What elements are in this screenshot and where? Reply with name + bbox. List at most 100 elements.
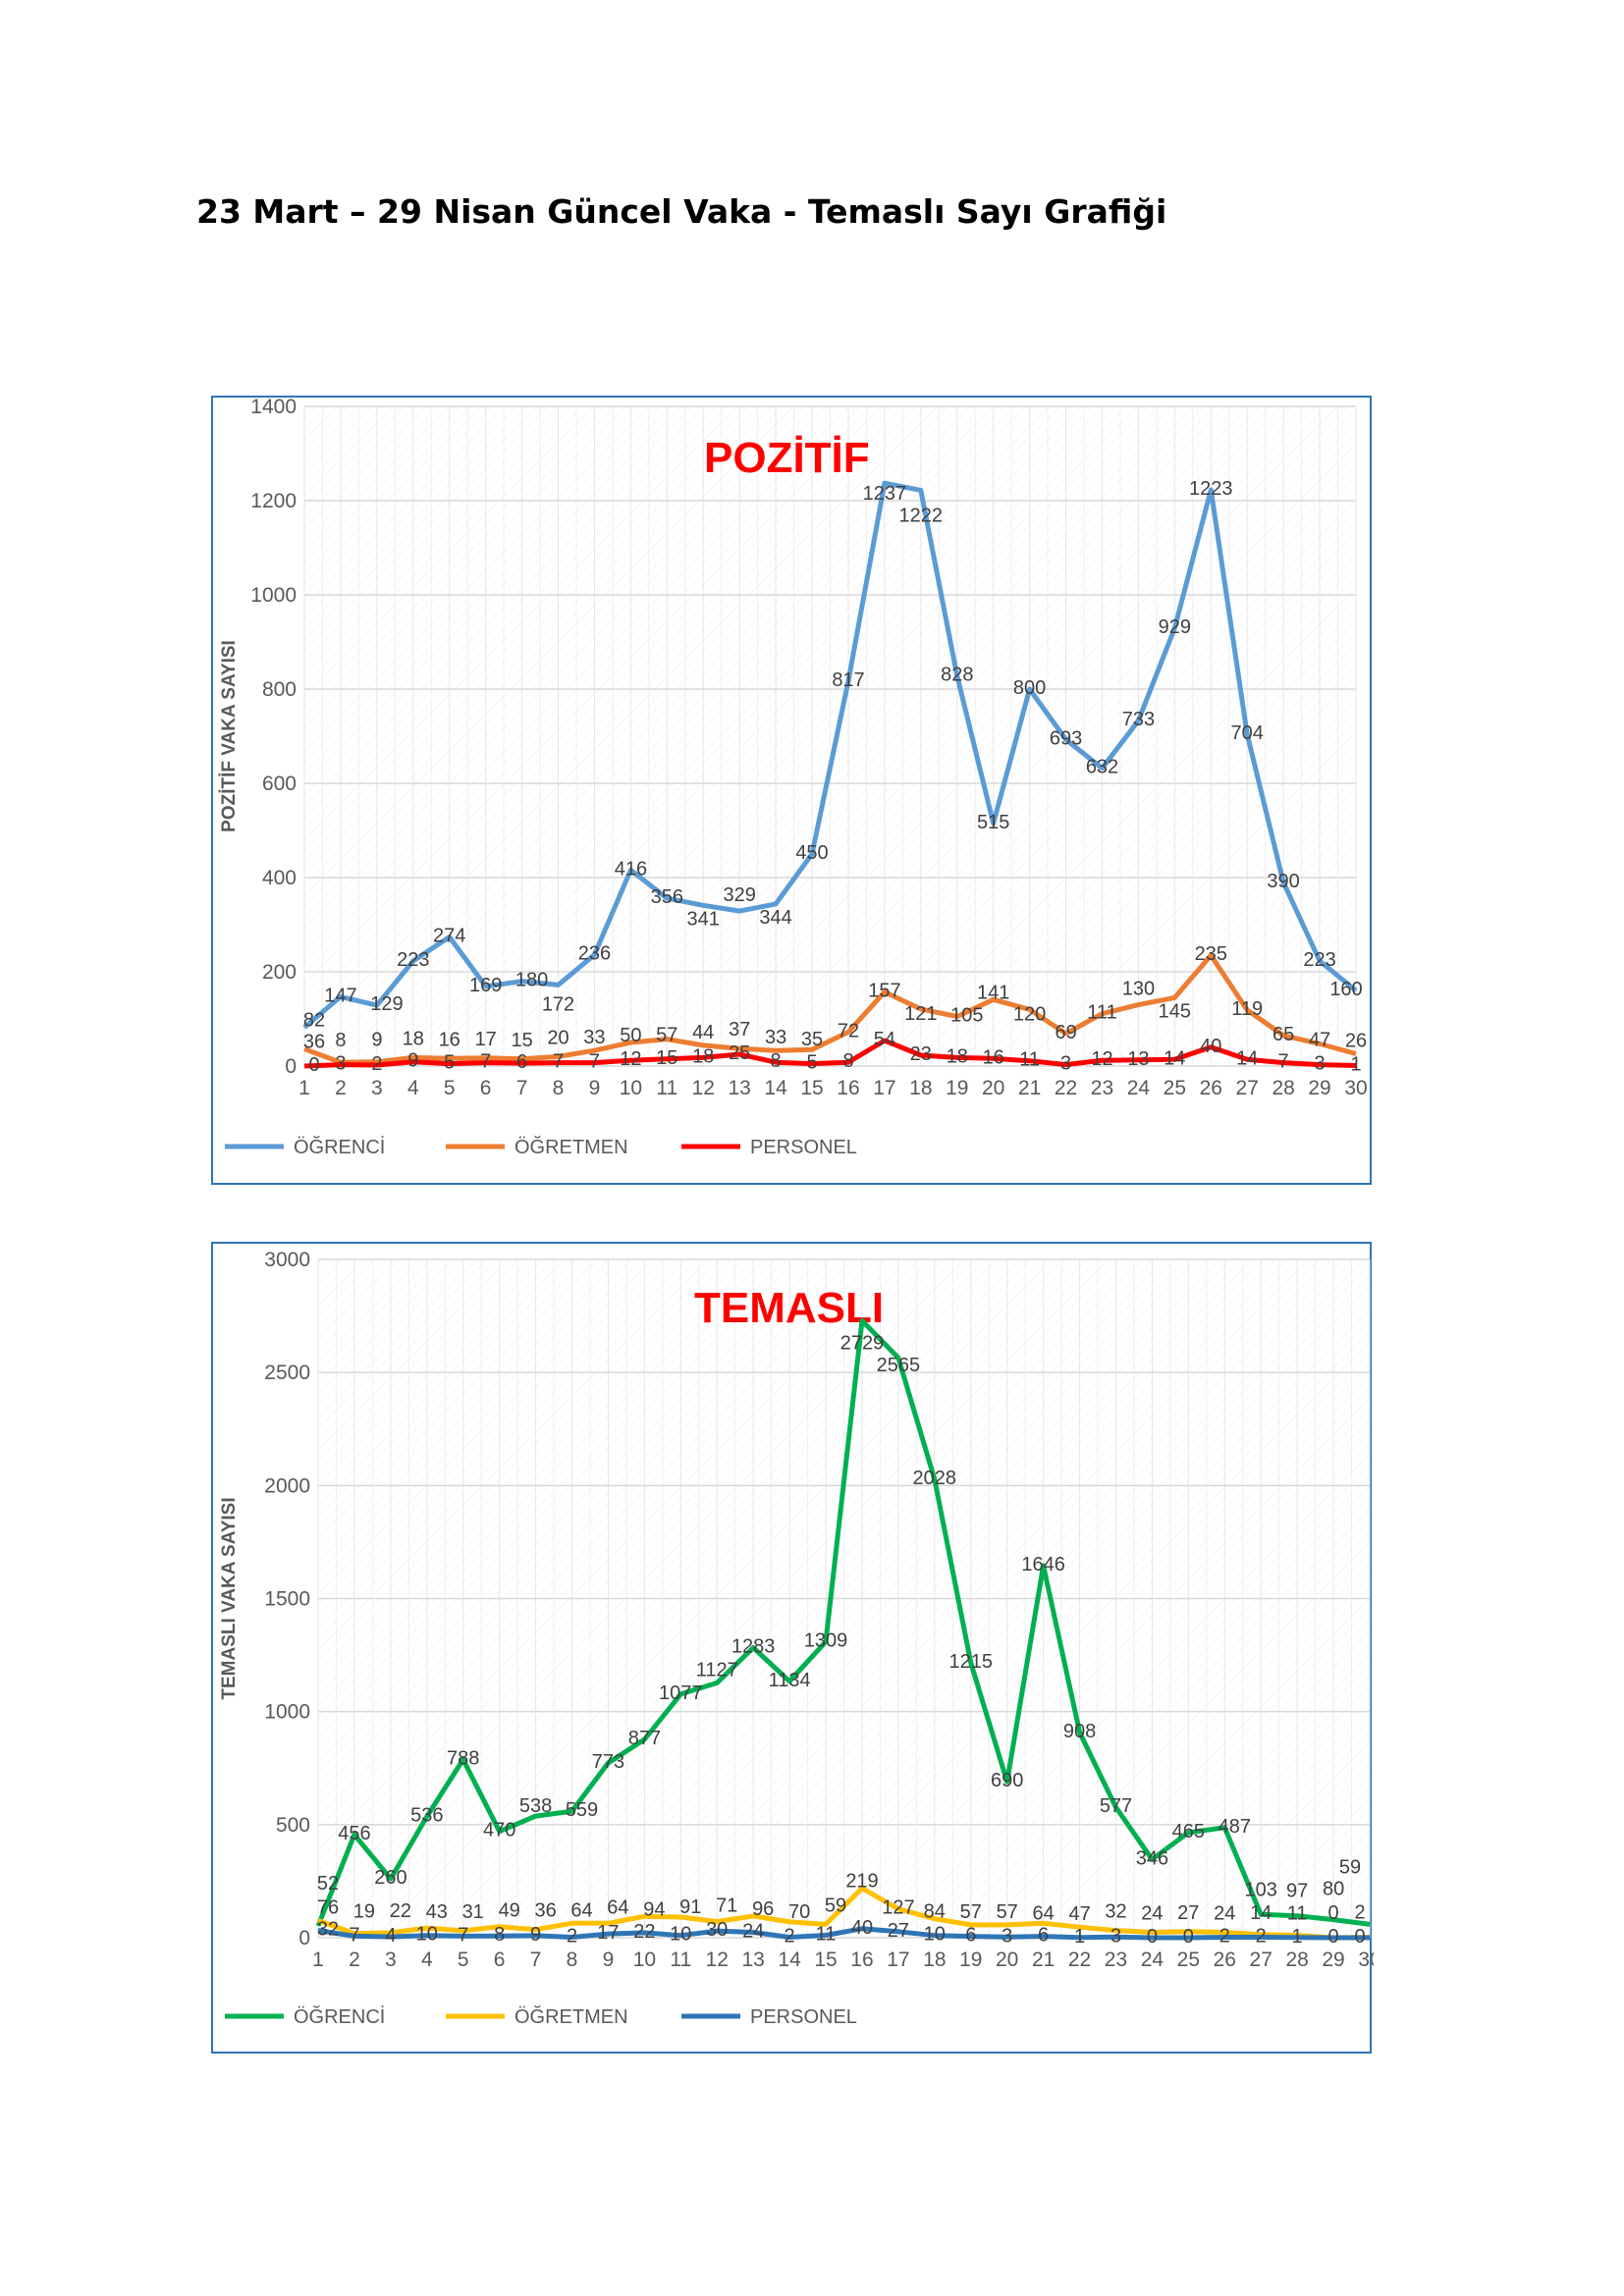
data-label: 64 [1032, 1902, 1054, 1924]
data-label: 2 [1354, 1902, 1365, 1924]
y-tick-label: 800 [262, 678, 297, 701]
data-label: 3 [1110, 1925, 1121, 1947]
legend-label: ÖĞRETMEN [514, 1136, 628, 1158]
data-label: 1283 [731, 1636, 776, 1658]
data-label: 9 [407, 1050, 418, 1072]
data-label: 2729 [840, 1332, 885, 1354]
x-tick-label: 21 [1018, 1077, 1041, 1099]
data-label: 6 [965, 1925, 976, 1947]
x-tick-label: 19 [959, 1949, 982, 1971]
data-label: 36 [534, 1900, 556, 1922]
x-tick-label: 24 [1127, 1077, 1151, 1099]
data-label: 929 [1159, 616, 1191, 638]
data-label: 223 [397, 949, 429, 971]
x-tick-label: 30 [1344, 1077, 1367, 1099]
data-label: 172 [542, 993, 574, 1015]
y-tick-label: 400 [262, 867, 297, 889]
x-tick-label: 2 [335, 1077, 347, 1099]
data-label: 8 [842, 1050, 853, 1072]
data-label: 1309 [804, 1630, 848, 1652]
x-tick-label: 23 [1105, 1949, 1127, 1971]
data-label: 18 [692, 1045, 714, 1067]
x-tick-label: 2 [349, 1949, 360, 1971]
x-tick-label: 23 [1091, 1077, 1113, 1099]
series-line-1 [317, 1886, 1371, 1941]
data-label: 147 [324, 985, 356, 1006]
x-tick-label: 15 [814, 1949, 837, 1971]
x-tick-label: 28 [1285, 1949, 1308, 1971]
data-label: 11 [816, 1924, 837, 1946]
data-label: 25 [729, 1042, 750, 1064]
data-label: 788 [447, 1748, 479, 1770]
data-label: 733 [1122, 709, 1155, 730]
data-label: 11 [1287, 1903, 1308, 1925]
data-label: 1223 [1189, 478, 1233, 500]
page-title: 23 Mart – 29 Nisan Güncel Vaka - Temaslı… [196, 192, 1167, 231]
data-label: 450 [795, 842, 828, 864]
data-label: 47 [1068, 1903, 1090, 1925]
data-label: 27 [888, 1920, 909, 1942]
x-tick-label: 21 [1032, 1949, 1055, 1971]
data-label: 32 [317, 1919, 339, 1941]
x-tick-label: 4 [407, 1077, 419, 1099]
legend-label: PERSONEL [750, 2006, 857, 2028]
data-label: 10 [924, 1924, 946, 1946]
data-label: 6 [516, 1051, 527, 1073]
data-label: 3 [335, 1053, 346, 1075]
data-label: 9 [530, 1924, 541, 1946]
x-tick-label: 29 [1322, 1949, 1344, 1971]
data-label: 1134 [769, 1670, 811, 1691]
x-tick-label: 17 [887, 1949, 909, 1971]
data-label: 577 [1100, 1795, 1132, 1817]
data-label: 2 [371, 1053, 382, 1075]
data-label: 5 [444, 1052, 455, 1074]
data-label: 80 [1323, 1879, 1344, 1900]
data-label: 59 [1339, 1856, 1361, 1878]
data-label: 7 [553, 1051, 564, 1073]
data-label: 105 [950, 1005, 983, 1027]
y-axis-label: POZİTİF VAKA SAYISI [219, 640, 240, 832]
data-label: 12 [1091, 1048, 1112, 1070]
data-label: 24 [742, 1921, 764, 1943]
data-label: 456 [338, 1823, 370, 1844]
data-label: 35 [801, 1029, 823, 1050]
data-label: 84 [924, 1901, 946, 1923]
data-label: 1646 [1021, 1554, 1065, 1575]
y-tick-label: 200 [262, 961, 297, 984]
data-label: 15 [656, 1047, 677, 1069]
x-tick-label: 24 [1141, 1949, 1164, 1971]
y-tick-label: 0 [298, 1927, 310, 1949]
data-label: 91 [679, 1896, 701, 1918]
data-label: 70 [788, 1901, 810, 1923]
data-label: 538 [519, 1795, 552, 1817]
data-label: 18 [403, 1028, 424, 1049]
y-tick-label: 1000 [250, 584, 297, 607]
data-label: 71 [716, 1896, 737, 1917]
data-label: 690 [991, 1770, 1023, 1791]
data-label: 69 [1055, 1022, 1076, 1043]
y-tick-label: 1000 [264, 1701, 310, 1724]
legend-label: ÖĞRETMEN [514, 2005, 628, 2028]
y-tick-label: 500 [276, 1814, 310, 1837]
x-tick-label: 20 [996, 1949, 1018, 1971]
data-label: 59 [825, 1895, 846, 1916]
data-label: 141 [977, 982, 1009, 1003]
data-label: 97 [1286, 1881, 1308, 1902]
data-label: 274 [433, 926, 465, 947]
x-tick-label: 8 [553, 1077, 565, 1099]
y-tick-label: 600 [262, 773, 297, 795]
data-label: 0 [308, 1054, 319, 1076]
data-label: 27 [1177, 1902, 1199, 1924]
data-label: 219 [845, 1871, 878, 1893]
x-tick-label: 11 [670, 1949, 691, 1971]
data-label: 169 [469, 975, 502, 996]
data-label: 828 [941, 665, 973, 686]
data-label: 47 [1309, 1029, 1330, 1050]
series-line-2 [303, 1038, 1357, 1069]
data-label: 40 [1200, 1036, 1221, 1057]
data-label: 329 [724, 884, 756, 906]
data-label: 16 [983, 1046, 1004, 1068]
x-tick-label: 9 [603, 1949, 615, 1971]
data-label: 76 [317, 1897, 339, 1919]
